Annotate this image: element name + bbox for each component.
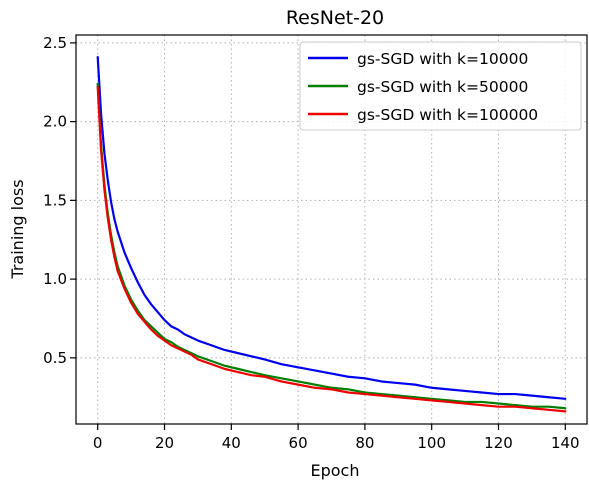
series-line-2 bbox=[96, 82, 567, 410]
axis-ticks: 0 20 40 60 80 100 120 140 0.5 1.0 1.5 2.0 2.5 bbox=[43, 34, 579, 452]
x-axis-label: Epoch bbox=[311, 461, 360, 480]
y-tick-label: 1.0 bbox=[43, 270, 67, 288]
y-tick-label: 2.0 bbox=[43, 113, 67, 131]
plot-frame bbox=[75, 34, 588, 425]
y-tick-label: 2.5 bbox=[43, 34, 67, 52]
legend-label-1: gs-SGD with k=10000 bbox=[357, 50, 528, 68]
series-layer bbox=[96, 55, 567, 413]
y-axis-label: Training loss bbox=[8, 179, 27, 279]
series-line-1 bbox=[96, 55, 567, 400]
y-tick-label: 0.5 bbox=[43, 349, 67, 367]
legend: gs-SGD with k=10000 gs-SGD with k=50000 gs… bbox=[299, 41, 582, 131]
x-tick-label: 20 bbox=[155, 434, 174, 452]
x-tick-label: 40 bbox=[222, 434, 241, 452]
x-tick-label: 120 bbox=[484, 434, 513, 452]
x-tick-label: 60 bbox=[289, 434, 308, 452]
x-tick-label: 140 bbox=[551, 434, 580, 452]
chart-title: ResNet-20 bbox=[286, 7, 384, 29]
legend-box bbox=[299, 41, 582, 131]
legend-label-3: gs-SGD with k=100000 bbox=[357, 106, 538, 124]
x-tick-label: 100 bbox=[417, 434, 446, 452]
series-line-3 bbox=[96, 85, 567, 413]
legend-label-2: gs-SGD with k=50000 bbox=[357, 78, 528, 96]
x-tick-label: 80 bbox=[355, 434, 374, 452]
y-tick-label: 1.5 bbox=[43, 191, 67, 209]
grid bbox=[76, 35, 587, 424]
x-tick-label: 0 bbox=[93, 434, 103, 452]
